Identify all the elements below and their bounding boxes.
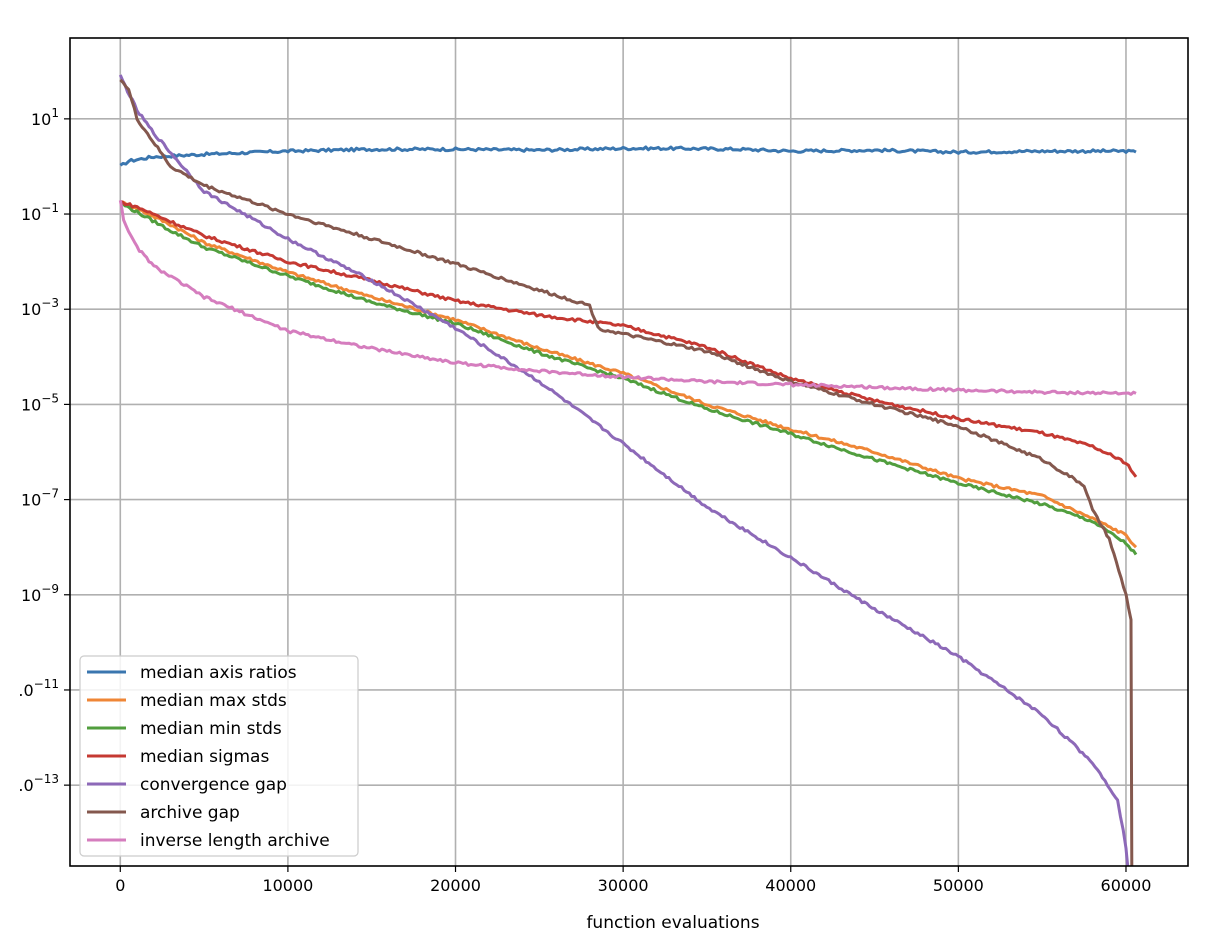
y-tick-exponent: −5 bbox=[41, 391, 59, 405]
y-tick-label: 101 bbox=[31, 106, 59, 129]
x-axis: 0 10000 20000 30000 40000 50000 60000 bbox=[115, 866, 1151, 895]
legend-box bbox=[79, 655, 359, 857]
series-line-6 bbox=[118, 200, 1137, 396]
y-tick-base: 10 bbox=[21, 586, 41, 605]
y-tick-exponent: −11 bbox=[34, 677, 59, 691]
y-tick-label: .0−11 bbox=[18, 677, 59, 700]
series-line-2 bbox=[120, 202, 1138, 556]
x-tick-label: 10000 bbox=[262, 876, 313, 895]
y-tick-exponent: −13 bbox=[34, 772, 59, 786]
y-tick-exponent: 1 bbox=[51, 106, 59, 120]
y-tick-label: .0−13 bbox=[18, 772, 59, 795]
y-tick-label: 10−3 bbox=[21, 296, 59, 319]
legend-entry-label: convergence gap bbox=[140, 775, 287, 795]
y-tick-base: 10 bbox=[21, 205, 41, 224]
grid-lines bbox=[70, 38, 1188, 866]
y-tick-base: .0 bbox=[18, 776, 33, 795]
legend-entry-label: inverse length archive bbox=[140, 831, 330, 851]
legend-entry-label: median axis ratios bbox=[140, 663, 297, 683]
y-tick-base: .0 bbox=[18, 681, 33, 700]
series-line-4 bbox=[118, 74, 1130, 866]
legend-entry-label: median sigmas bbox=[140, 747, 269, 767]
y-tick-base: 10 bbox=[21, 300, 41, 319]
series-line-1 bbox=[119, 200, 1138, 549]
x-tick-label: 50000 bbox=[933, 876, 984, 895]
legend-entry-label: median max stds bbox=[140, 691, 287, 711]
series-line-5 bbox=[119, 78, 1134, 866]
x-tick-label: 20000 bbox=[430, 876, 481, 895]
x-tick-label: 60000 bbox=[1101, 876, 1152, 895]
x-tick-label: 40000 bbox=[765, 876, 816, 895]
series-line-3 bbox=[119, 200, 1138, 478]
y-tick-exponent: −3 bbox=[41, 296, 59, 310]
y-tick-base: 10 bbox=[21, 491, 41, 510]
legend-entry-label: archive gap bbox=[140, 803, 240, 823]
x-axis-label: function evaluations bbox=[586, 913, 759, 933]
series-line-0 bbox=[119, 145, 1137, 167]
y-tick-base: 10 bbox=[31, 110, 51, 129]
legend: median axis ratios median max stds median … bbox=[79, 655, 359, 857]
x-tick-label: 30000 bbox=[598, 876, 649, 895]
y-tick-label: 10−1 bbox=[21, 201, 59, 224]
y-tick-exponent: −7 bbox=[41, 487, 59, 501]
series-layer bbox=[118, 74, 1138, 866]
legend-entry-label: median min stds bbox=[140, 719, 282, 739]
y-tick-label: 10−7 bbox=[21, 487, 59, 510]
plot-frame bbox=[69, 37, 1189, 867]
y-tick-label: 10−5 bbox=[21, 391, 59, 414]
x-tick-label: 0 bbox=[115, 876, 125, 895]
y-tick-exponent: −9 bbox=[41, 582, 59, 596]
y-tick-exponent: −1 bbox=[41, 201, 59, 215]
y-tick-base: 10 bbox=[21, 395, 41, 414]
y-tick-label: 10−9 bbox=[21, 582, 59, 605]
